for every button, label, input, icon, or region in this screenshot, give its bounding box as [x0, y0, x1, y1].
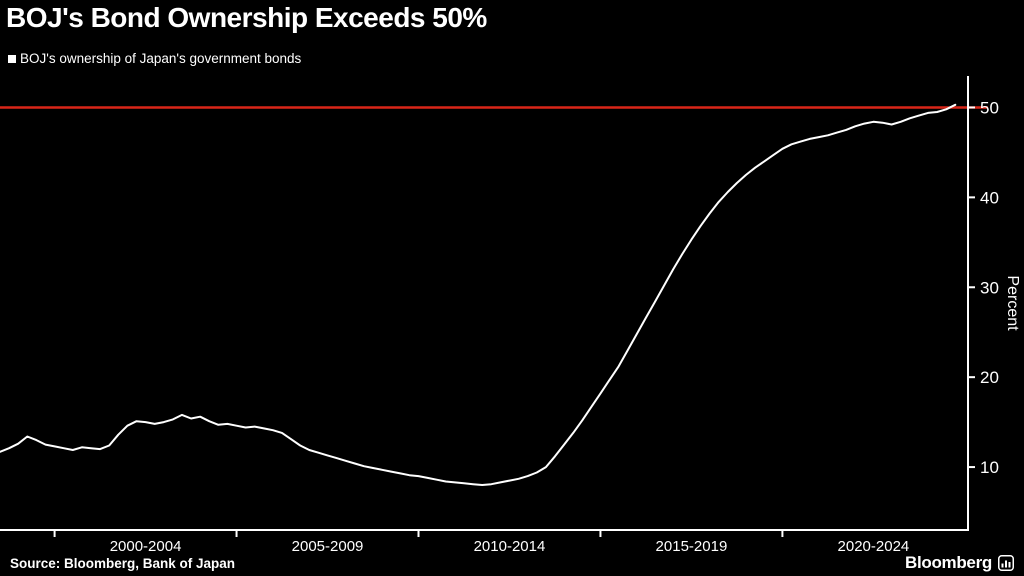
- x-tick-label: 2015-2019: [656, 538, 728, 555]
- chart-area: 2000-2004 2005-2009 2010-2014 2015-2019 2020…: [0, 70, 1024, 556]
- bloomberg-wordmark: Bloomberg: [904, 553, 992, 572]
- x-tick-label: 2010-2014: [474, 538, 546, 555]
- source-text: Source: Bloomberg, Bank of Japan: [10, 555, 236, 571]
- y-tick-label: 10: [980, 458, 999, 477]
- page-title: BOJ's Bond Ownership Exceeds 50%: [6, 2, 487, 33]
- y-tick-label: 20: [980, 368, 999, 387]
- y-tick-label: 50: [980, 98, 999, 117]
- series-line: [0, 103, 957, 486]
- legend: BOJ's ownership of Japan's government bo…: [8, 51, 301, 66]
- bloomberg-logo: Bloomberg: [905, 553, 1014, 573]
- x-tick-label: 2005-2009: [292, 538, 364, 555]
- legend-label: BOJ's ownership of Japan's government bo…: [20, 51, 302, 66]
- legend-marker-icon: [8, 54, 16, 63]
- bloomberg-chart-icon: [998, 555, 1014, 571]
- line-chart-svg: 2000-2004 2005-2009 2010-2014 2015-2019 2020…: [0, 76, 1021, 555]
- y-axis-title: Percent: [1004, 275, 1021, 331]
- y-tick-label: 40: [980, 188, 999, 207]
- x-tick-label: 2000-2004: [110, 538, 182, 555]
- footer: Source: Bloomberg, Bank of Japan Bloombe…: [0, 550, 1024, 576]
- y-tick-label: 30: [980, 278, 999, 297]
- x-tick-label: 2020-2024: [838, 538, 910, 555]
